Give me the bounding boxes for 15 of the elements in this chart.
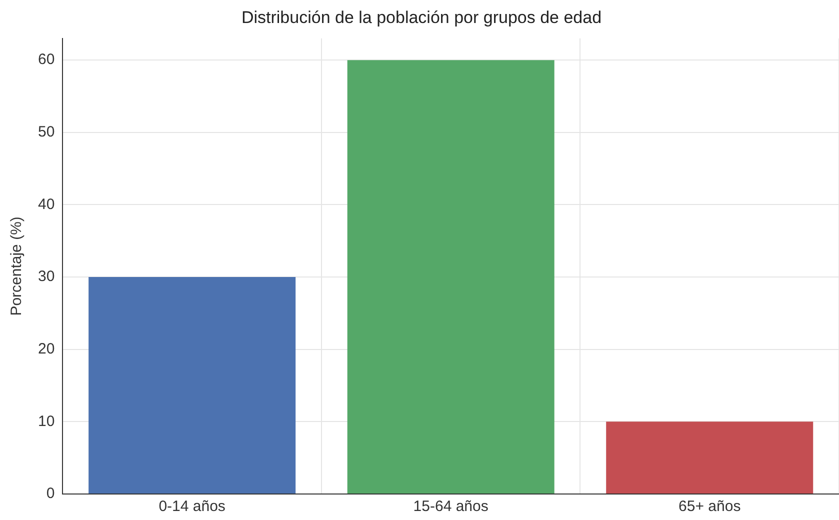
bar [606,422,814,494]
chart-title: Distribución de la población por grupos de edad [241,8,602,27]
y-tick-label: 50 [38,124,55,141]
x-tick-label: 15-64 años [413,498,488,516]
y-tick-label: 0 [46,485,55,502]
y-tick-label: 20 [38,340,55,358]
y-tick-label: 10 [38,412,55,430]
x-tick-label: 65+ años [678,498,741,516]
y-tick-label: 60 [38,51,55,68]
x-tick-label: 0-14 años [158,498,226,516]
y-tick-label: 40 [38,196,55,213]
y-tick-label: 30 [38,268,55,286]
y-axis-title: Porcentaje (%) [8,216,26,316]
bar [347,60,554,494]
bar [88,277,296,494]
